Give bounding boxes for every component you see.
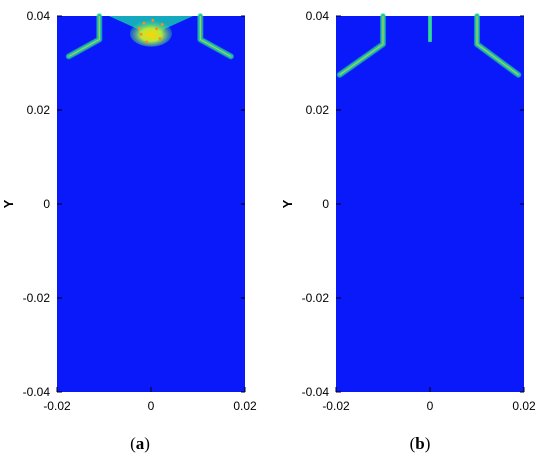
x-tick-label: -0.02 [43,399,71,413]
caption-close: ) [144,434,150,453]
y-tick-label: 0.04 [306,9,330,23]
droplet-marker [160,23,164,26]
x-tick-label: 0.02 [512,399,536,413]
caption-letter: a [136,434,145,453]
y-tick-label: -0.02 [302,291,330,305]
caption-open: ( [130,434,136,453]
caption-letter: b [415,434,424,453]
plot-area [57,16,245,392]
droplet-marker [139,32,143,36]
flow-features [336,13,522,78]
y-tick-label: -0.04 [302,385,330,399]
droplet-marker [151,18,155,22]
wall-core [476,16,519,76]
x-tick-label: -0.02 [322,399,350,413]
y-tick-label: -0.04 [23,385,51,399]
y-tick-label: 0.02 [306,103,330,117]
flow-features [65,13,234,60]
y-tick-label: 0 [43,197,50,211]
y-tick-label: 0 [322,197,329,211]
x-tick-label: 0 [427,399,434,413]
caption-open: ( [410,434,416,453]
wall-core [339,16,384,76]
wall-core [199,16,232,57]
wall-core [68,16,100,57]
y-axis-label: Y [1,199,16,208]
y-tick-label: -0.02 [23,291,51,305]
plot-area [336,16,524,392]
droplet-marker [158,37,162,40]
panel-caption: (b) [410,434,431,453]
caption-close: ) [425,434,431,453]
plume-core [129,20,173,47]
droplet-marker [137,26,141,30]
panel-caption: (a) [130,434,150,453]
x-tick-label: 0 [148,399,155,413]
droplet-marker [145,40,149,44]
y-axis-label: Y [280,199,295,208]
x-tick-label: 0.02 [233,399,257,413]
droplet-marker [155,27,159,31]
y-tick-label: 0.02 [27,103,51,117]
y-tick-label: 0.04 [27,9,51,23]
droplet-marker [142,21,146,25]
